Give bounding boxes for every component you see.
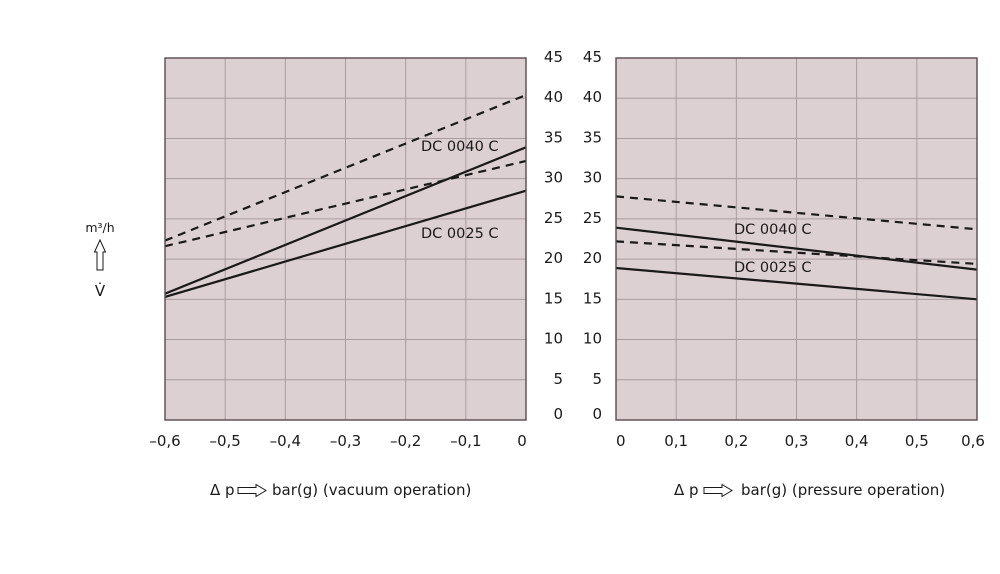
pressure-y-tick-label: 40 [583,88,602,106]
vacuum-y-tick-label: 30 [544,169,563,187]
vacuum-label-dc0025: DC 0025 C [421,226,499,242]
vacuum-dc-0040-c-solid-line [165,146,526,295]
vacuum-dc-0025-c-dashed-line [165,159,526,248]
pressure-y-tick-label: 45 [583,48,602,66]
pressure-dc-0040-c-dashed-line [616,195,977,231]
vacuum-x-tick-label: 0 [517,432,527,450]
vacuum-x-tick-label: –0,6 [149,432,180,450]
pressure-y-tick-label: 15 [583,289,602,307]
vacuum-label-dc0040: DC 0040 C [421,139,499,155]
vacuum-dc-0025-c-solid-line [165,189,526,298]
y-flow-symbol: V̇ [95,281,106,300]
vacuum-x-tick-label: –0,2 [390,432,421,450]
pressure-delta-p-symbol: Δ p [674,481,699,499]
pressure-y-tick-label: 10 [583,330,602,348]
vacuum-x-tick-label: –0,4 [270,432,301,450]
pressure-y-tick-label: 25 [583,209,602,227]
pressure-arrow-icon [703,483,733,498]
vacuum-series [165,93,526,298]
vacuum-y-tick-label: 40 [544,88,563,106]
pressure-dc-0025-c-dashed-line [616,240,977,265]
pressure-x-tick-label: 0,6 [961,432,985,450]
vacuum-x-tick-label: –0,3 [330,432,361,450]
vacuum-dc-0040-c-dashed-line [165,93,526,242]
pressure-dc-0025-c-solid-line [616,266,977,301]
pressure-chart-panel: 0 5 10 15 20 25 30 35 40 45 0 0,1 0,2 0,3 0,4 0,5 0,6 D… [583,48,985,499]
vacuum-y-tick-label: 5 [553,370,563,388]
vacuum-y-tick-label: 0 [553,405,563,423]
vacuum-arrow-icon [237,483,267,498]
vacuum-x-ticks: –0,6 –0,5 –0,4 –0,3 –0,2 –0,1 0 [149,432,526,450]
pressure-y-tick-label: 5 [592,370,602,388]
vacuum-x-tick-label: –0,1 [450,432,481,450]
vacuum-y-tick-label: 15 [544,289,563,307]
vacuum-x-axis-label: Δ p bar(g) (vacuum operation) [210,481,471,499]
pressure-label-dc0025: DC 0025 C [734,260,812,276]
vacuum-delta-p-symbol: Δ p [210,481,235,499]
pressure-x-tick-label: 0 [616,432,626,450]
vacuum-grid [165,58,526,420]
pressure-y-tick-label: 35 [583,128,602,146]
vacuum-y-tick-label: 25 [544,209,563,227]
pressure-x-tick-label: 0,3 [785,432,809,450]
y-axis-quantity: m³/h V̇ [85,220,114,300]
pressure-x-tick-label: 0,5 [905,432,929,450]
vacuum-plot-frame [164,57,527,421]
pressure-xlabel-text: bar(g) (pressure operation) [741,481,945,499]
vacuum-xlabel-text: bar(g) (vacuum operation) [272,481,471,499]
pressure-y-tick-label: 20 [583,249,602,267]
up-arrow-icon [93,238,107,271]
pressure-label-dc0040: DC 0040 C [734,222,812,238]
vacuum-y-tick-label: 20 [544,249,563,267]
y-unit-label: m³/h [85,220,114,235]
vacuum-y-ticks: 0 5 10 15 20 25 30 35 40 45 [544,48,563,423]
vacuum-x-tick-label: –0,5 [209,432,240,450]
pressure-x-tick-label: 0,1 [664,432,688,450]
pressure-plot-frame [615,57,978,421]
pressure-dc-0040-c-solid-line [616,226,977,271]
pressure-series [616,195,977,301]
pressure-x-ticks: 0 0,1 0,2 0,3 0,4 0,5 0,6 [616,432,985,450]
vacuum-y-tick-label: 10 [544,330,563,348]
pressure-x-axis-label: Δ p bar(g) (pressure operation) [674,481,945,499]
vacuum-y-tick-label: 45 [544,48,563,66]
pressure-x-tick-label: 0,4 [845,432,869,450]
vacuum-y-tick-label: 35 [544,128,563,146]
pressure-y-ticks: 0 5 10 15 20 25 30 35 40 45 [583,48,602,423]
pressure-x-tick-label: 0,2 [724,432,748,450]
pressure-y-tick-label: 30 [583,169,602,187]
pressure-y-tick-label: 0 [592,405,602,423]
